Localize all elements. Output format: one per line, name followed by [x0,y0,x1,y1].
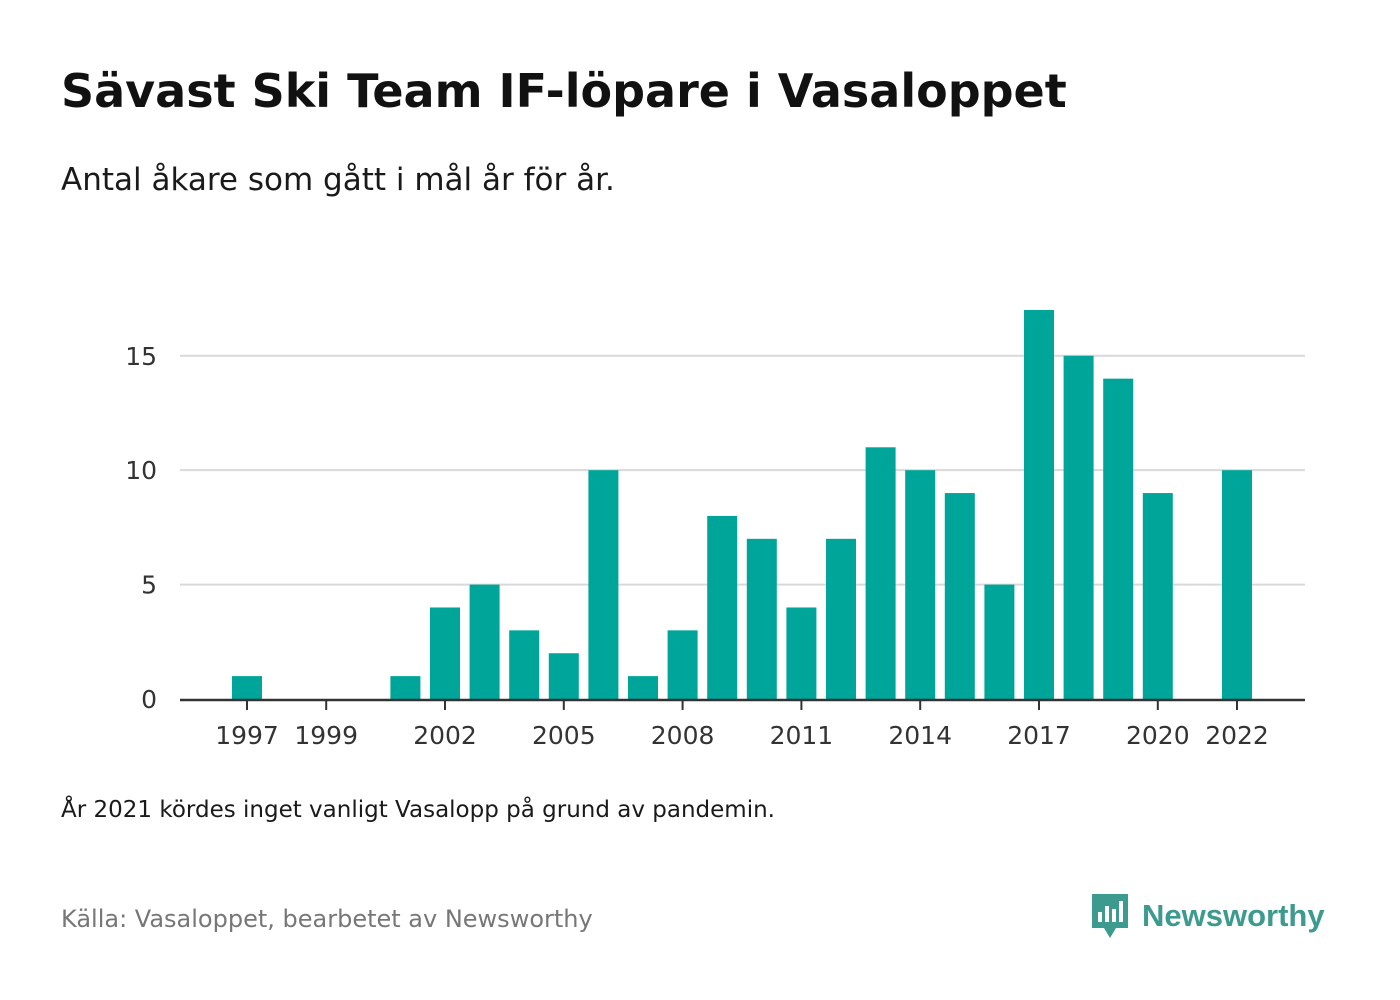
footnote: År 2021 kördes inget vanligt Vasalopp på… [61,797,775,823]
bar-2016[interactable] [984,584,1015,699]
source-text: Källa: Vasaloppet, bearbetet av Newswort… [61,905,593,933]
x-tick-label-2002: 2002 [413,721,477,750]
bar-2018[interactable] [1063,355,1094,699]
y-tick-label-15: 15 [125,342,157,371]
bar-2003[interactable] [469,584,500,699]
y-axis-labels: 0 5 10 15 [125,342,157,714]
bar-2009[interactable] [707,515,738,699]
chart-title: Sävast Ski Team IF-löpare i Vasaloppet [61,64,1067,118]
x-tick-label-2020: 2020 [1126,721,1190,750]
bar-2010[interactable] [746,538,777,699]
bar-2002[interactable] [430,607,460,699]
newsworthy-logo-icon [1092,894,1128,938]
bar-2015[interactable] [944,493,975,699]
bar-2008[interactable] [667,630,698,699]
x-axis [180,698,1305,710]
bar-2020[interactable] [1142,493,1173,699]
chart-subtitle: Antal åkare som gått i mål år för år. [61,162,615,198]
x-tick-label-1999: 1999 [294,721,358,750]
bar-2017[interactable] [1024,310,1054,699]
bar-2012[interactable] [826,538,856,699]
x-tick-label-2008: 2008 [651,721,715,750]
bar-2022[interactable] [1222,470,1252,699]
bar-2011[interactable] [786,607,817,699]
y-tick-label-0: 0 [141,685,157,714]
bar-2013[interactable] [865,447,896,699]
brand-logo[interactable]: Newsworthy [1090,892,1325,940]
bar-2005[interactable] [548,653,579,699]
y-tick-label-10: 10 [125,456,157,485]
brand-name: Newsworthy [1142,898,1325,933]
bar-chart: 0 5 10 15 1997 1999 2002 2005 2008 2011 2014 2017 2… [125,310,1305,750]
bar-2014[interactable] [905,470,936,699]
x-tick-label-2017: 2017 [1007,721,1071,750]
x-tick-label-2005: 2005 [532,721,596,750]
x-tick-label-2011: 2011 [770,721,834,750]
bar-2001[interactable] [390,676,421,699]
bar-1997[interactable] [232,676,262,699]
bars [232,310,1252,699]
bar-2006[interactable] [588,470,619,699]
gridlines [180,354,1305,586]
x-tick-label-2014: 2014 [888,721,952,750]
bar-2004[interactable] [509,630,540,699]
x-axis-labels: 1997 1999 2002 2005 2008 2011 2014 2017 2020 2022 [215,721,1269,750]
bar-2019[interactable] [1103,378,1134,699]
bar-2007[interactable] [628,676,658,699]
x-tick-label-2022: 2022 [1205,721,1269,750]
x-tick-label-1997: 1997 [215,721,279,750]
y-tick-label-5: 5 [141,571,157,600]
